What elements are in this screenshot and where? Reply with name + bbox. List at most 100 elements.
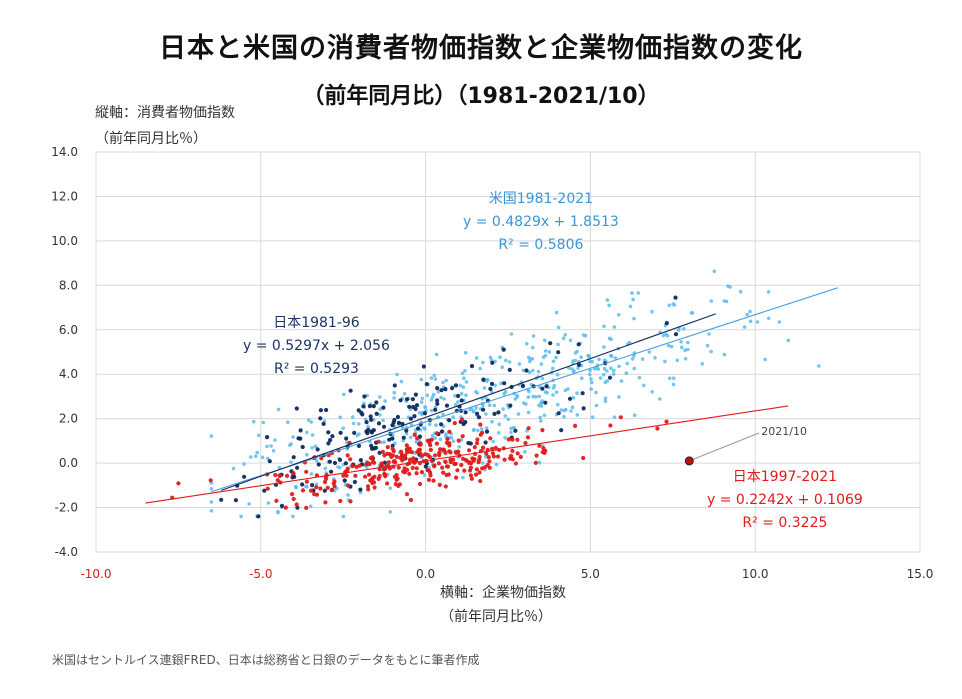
jp-early-trend-line [221, 313, 716, 491]
jp-late-point [393, 482, 398, 487]
us-point [425, 393, 430, 398]
us-point [423, 405, 427, 410]
us-point [547, 350, 552, 354]
jp-late-point [513, 461, 519, 466]
jp-late-point [455, 450, 460, 455]
jp-early-point [450, 386, 455, 391]
us-point [524, 342, 529, 346]
jp-late-point [618, 415, 623, 420]
jp-early-point [410, 397, 415, 402]
jp-late-point [573, 423, 578, 428]
jp-early-point [318, 408, 323, 413]
jp-early-point [673, 295, 678, 300]
jp-late-point [396, 465, 401, 470]
us-point [683, 357, 688, 361]
jp-early-point [377, 450, 382, 455]
jp-early-point [404, 428, 409, 433]
x-tick-label: 0.0 [416, 567, 435, 581]
us-point [231, 466, 236, 471]
legend-us-r2: R² = 0.5806 [498, 237, 584, 253]
us-point [777, 320, 782, 324]
jp-late-point [490, 446, 495, 451]
us-point [598, 376, 603, 380]
us-point [484, 412, 488, 416]
jp-late-point [265, 486, 270, 491]
us-point [469, 407, 474, 411]
us-point [294, 485, 298, 490]
jp-late-point [319, 456, 324, 461]
jp-early-point [329, 469, 334, 474]
jp-early-point [374, 411, 379, 416]
jp-late-point [380, 449, 385, 454]
us-point [457, 445, 462, 449]
jp-early-point [369, 417, 374, 422]
jp-early-point [481, 407, 486, 412]
jp-early-point [370, 446, 375, 451]
jp-early-point [443, 387, 448, 392]
us-point [309, 472, 314, 476]
us-point [617, 395, 621, 399]
us-point [314, 482, 319, 487]
us-point [464, 393, 468, 398]
us-point [671, 376, 676, 381]
jp-early-point [412, 414, 417, 419]
us-point [458, 383, 463, 388]
jp-early-point [520, 383, 526, 388]
us-point [429, 376, 434, 380]
jp-early-point [387, 437, 392, 442]
trend-lines [145, 287, 838, 504]
jp-early-point [362, 394, 367, 399]
us-point [305, 430, 309, 435]
us-point [366, 424, 370, 429]
jp-early-point [492, 411, 497, 416]
jp-late-point [474, 472, 479, 477]
jp-early-point [382, 460, 387, 465]
us-point [526, 410, 531, 415]
jp-early-point [374, 400, 379, 405]
us-point [539, 400, 544, 405]
us-point [619, 379, 624, 383]
us-point [588, 359, 592, 364]
us-point [388, 510, 393, 514]
us-point [612, 325, 617, 329]
us-point [260, 455, 265, 460]
jp-early-point [468, 441, 473, 446]
us-point [738, 289, 743, 294]
us-point [289, 460, 293, 464]
highlight-label: 2021/10 [761, 425, 807, 438]
jp-late-point [488, 436, 493, 441]
jp-late-point [495, 454, 501, 459]
us-point [682, 327, 686, 331]
jp-late-point [314, 492, 320, 497]
us-point [554, 310, 559, 315]
jp-early-point [435, 398, 440, 403]
highlight-point-2021-10 [684, 456, 694, 466]
us-point [527, 389, 531, 394]
us-point [539, 362, 544, 366]
jp-late-point [385, 481, 390, 486]
us-point [624, 371, 629, 376]
chart-title: 日本と米国の消費者物価指数と企業物価指数の変化 [159, 33, 803, 64]
jp-early-point [356, 408, 361, 413]
us-point [310, 433, 315, 437]
us-point [675, 358, 680, 363]
jp-early-point [242, 474, 247, 479]
us-point [658, 397, 662, 401]
y-tick-label: 6.0 [59, 323, 78, 337]
us-point [666, 343, 671, 348]
us-point [669, 344, 674, 349]
us-point [442, 397, 446, 401]
legend-us-equation: y = 0.4829x + 1.8513 [463, 214, 619, 230]
us-point [554, 355, 558, 360]
us-point [671, 382, 676, 387]
us-point [378, 407, 383, 411]
jp-early-point [476, 415, 482, 420]
jp-early-point [459, 398, 464, 403]
jp-late-point [426, 468, 431, 473]
us-point [433, 436, 437, 440]
jp-late-point [410, 465, 415, 470]
us-point [587, 372, 592, 377]
us-point [483, 454, 488, 459]
x-tick-label: 15.0 [907, 567, 934, 581]
